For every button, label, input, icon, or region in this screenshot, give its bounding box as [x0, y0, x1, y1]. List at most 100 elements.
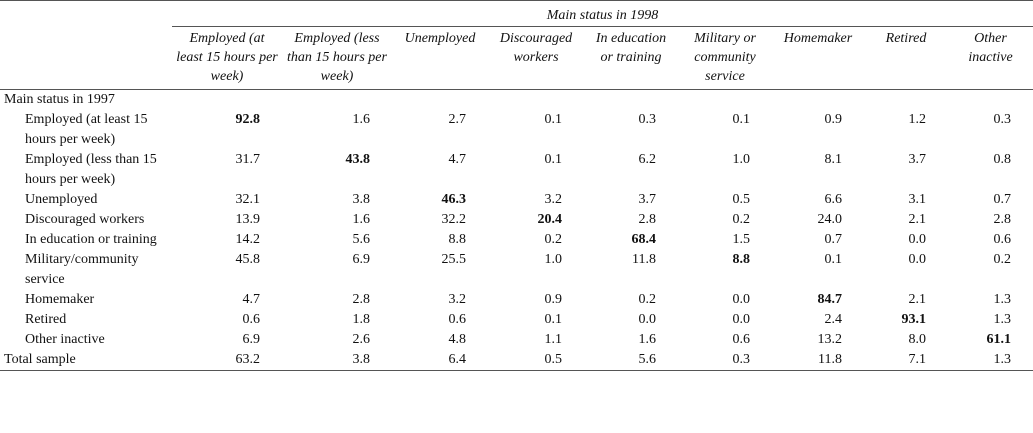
table-cell: 43.8: [345, 152, 371, 167]
table-cell: 1.0: [732, 152, 751, 167]
column-header: Military or community service: [678, 26, 772, 90]
column-header: In education or training: [584, 26, 678, 90]
table-cell: 1.5: [732, 232, 751, 247]
column-header: Unemployed: [392, 26, 488, 90]
table-cell: 4.7: [242, 292, 261, 307]
table-cell: 0.1: [824, 252, 843, 267]
table-cell: 0.3: [638, 112, 657, 127]
table-cell: 13.2: [817, 332, 843, 347]
table-cell: 0.1: [544, 312, 563, 327]
row-label: Unemployed: [25, 192, 98, 207]
row-label: Discouraged workers: [25, 212, 145, 227]
table-cell: 1.3: [993, 312, 1012, 327]
table-cell: 0.9: [544, 292, 563, 307]
table-cell: 11.8: [632, 252, 656, 267]
table-cell: 0.2: [638, 292, 657, 307]
row-label: Military/community service: [25, 252, 139, 287]
table-cell: 3.7: [908, 152, 927, 167]
table-cell: 8.1: [824, 152, 843, 167]
table-cell: 61.1: [986, 332, 1012, 347]
table-cell: 0.2: [732, 212, 751, 227]
table-row: Military/community service 45.8 6.9 25.5 1.0…: [0, 250, 1033, 290]
table-cell: 5.6: [352, 232, 371, 247]
table-cell: 68.4: [631, 232, 657, 247]
table-cell: 20.4: [537, 212, 563, 227]
table-cell: 0.3: [993, 112, 1012, 127]
table-cell: 24.0: [817, 212, 843, 227]
total-row: Total sample 63.2 3.8 6.4 0.5 5.6 0.3 11.8 7.1 1.…: [0, 350, 1033, 371]
table-cell: 63.2: [172, 350, 282, 371]
table-cell: 0.1: [732, 112, 751, 127]
table-cell: 0.2: [993, 252, 1012, 267]
table-cell: 3.2: [544, 192, 563, 207]
stub-header: [0, 26, 172, 90]
table-cell: 1.6: [638, 332, 657, 347]
table-cell: 0.0: [732, 292, 751, 307]
table-cell: 25.5: [441, 252, 467, 267]
top-rule: [0, 0, 1033, 6]
table-cell: 4.8: [448, 332, 467, 347]
table-row: Homemaker 4.7 2.8 3.2 0.9 0.2 0.0 84.7 2.1 1.3: [0, 290, 1033, 310]
stub-title-row: Main status in 1997: [0, 90, 1033, 111]
transition-table: Main status in 1998 Employed (at least 1…: [0, 0, 1033, 371]
table-cell: 84.7: [817, 292, 843, 307]
table-cell: 6.6: [824, 192, 843, 207]
table-row: Employed (at least 15 hours per week) 92.…: [0, 110, 1033, 150]
table-cell: 45.8: [235, 252, 261, 267]
row-label: Homemaker: [25, 292, 95, 307]
group-header: Main status in 1998: [172, 6, 1033, 27]
row-label: In education or training: [25, 232, 157, 247]
table-cell: 0.8: [993, 152, 1012, 167]
table-cell: 0.1: [544, 112, 563, 127]
table-cell: 4.7: [448, 152, 467, 167]
table-cell: 92.8: [235, 112, 261, 127]
table-cell: 0.6: [448, 312, 467, 327]
table-cell: 0.6: [242, 312, 261, 327]
table-cell: 6.4: [392, 350, 488, 371]
table-cell: 3.8: [282, 350, 392, 371]
table-cell: 0.0: [732, 312, 751, 327]
table-cell: 1.1: [544, 332, 563, 347]
table-cell: 7.1: [864, 350, 948, 371]
table-cell: 1.6: [352, 112, 371, 127]
row-label: Employed (less than 15 hours per week): [25, 152, 157, 187]
table-row: Other inactive 6.9 2.6 4.8 1.1 1.6 0.6 13.2 8.0 6…: [0, 330, 1033, 350]
table-cell: 2.8: [993, 212, 1012, 227]
table-cell: 8.8: [732, 252, 751, 267]
table-cell: 8.0: [908, 332, 927, 347]
table-cell: 2.4: [824, 312, 843, 327]
table-cell: 32.2: [441, 212, 467, 227]
column-header: Employed (less than 15 hours per week): [282, 26, 392, 90]
row-label: Total sample: [0, 350, 172, 371]
table-cell: 0.0: [638, 312, 657, 327]
table-cell: 13.9: [235, 212, 261, 227]
table-cell: 0.5: [732, 192, 751, 207]
table-cell: 1.6: [352, 212, 371, 227]
table-cell: 6.9: [352, 252, 371, 267]
row-label: Other inactive: [25, 332, 105, 347]
table-cell: 14.2: [235, 232, 261, 247]
table-cell: 0.6: [993, 232, 1012, 247]
column-header: Homemaker: [772, 26, 864, 90]
table-cell: 1.3: [948, 350, 1033, 371]
stub-title: Main status in 1997: [4, 92, 115, 107]
table-cell: 0.2: [544, 232, 563, 247]
row-label: Employed (at least 15 hours per week): [25, 112, 148, 147]
table-cell: 0.6: [732, 332, 751, 347]
table-cell: 1.3: [993, 292, 1012, 307]
table-cell: 5.6: [584, 350, 678, 371]
table-row: Employed (less than 15 hours per week) 31…: [0, 150, 1033, 190]
table-cell: 6.9: [242, 332, 261, 347]
table-cell: 2.1: [908, 292, 927, 307]
table-cell: 0.7: [993, 192, 1012, 207]
table-cell: 0.0: [908, 252, 927, 267]
table-cell: 2.6: [352, 332, 371, 347]
table-cell: 93.1: [901, 312, 927, 327]
table-cell: 3.1: [908, 192, 927, 207]
table-cell: 1.2: [908, 112, 927, 127]
table-cell: 2.8: [352, 292, 371, 307]
column-header: Employed (at least 15 hours per week): [172, 26, 282, 90]
table-cell: 0.0: [908, 232, 927, 247]
stub-header-blank: [0, 6, 172, 27]
table-row: In education or training 14.2 5.6 8.8 0.2 68.…: [0, 230, 1033, 250]
